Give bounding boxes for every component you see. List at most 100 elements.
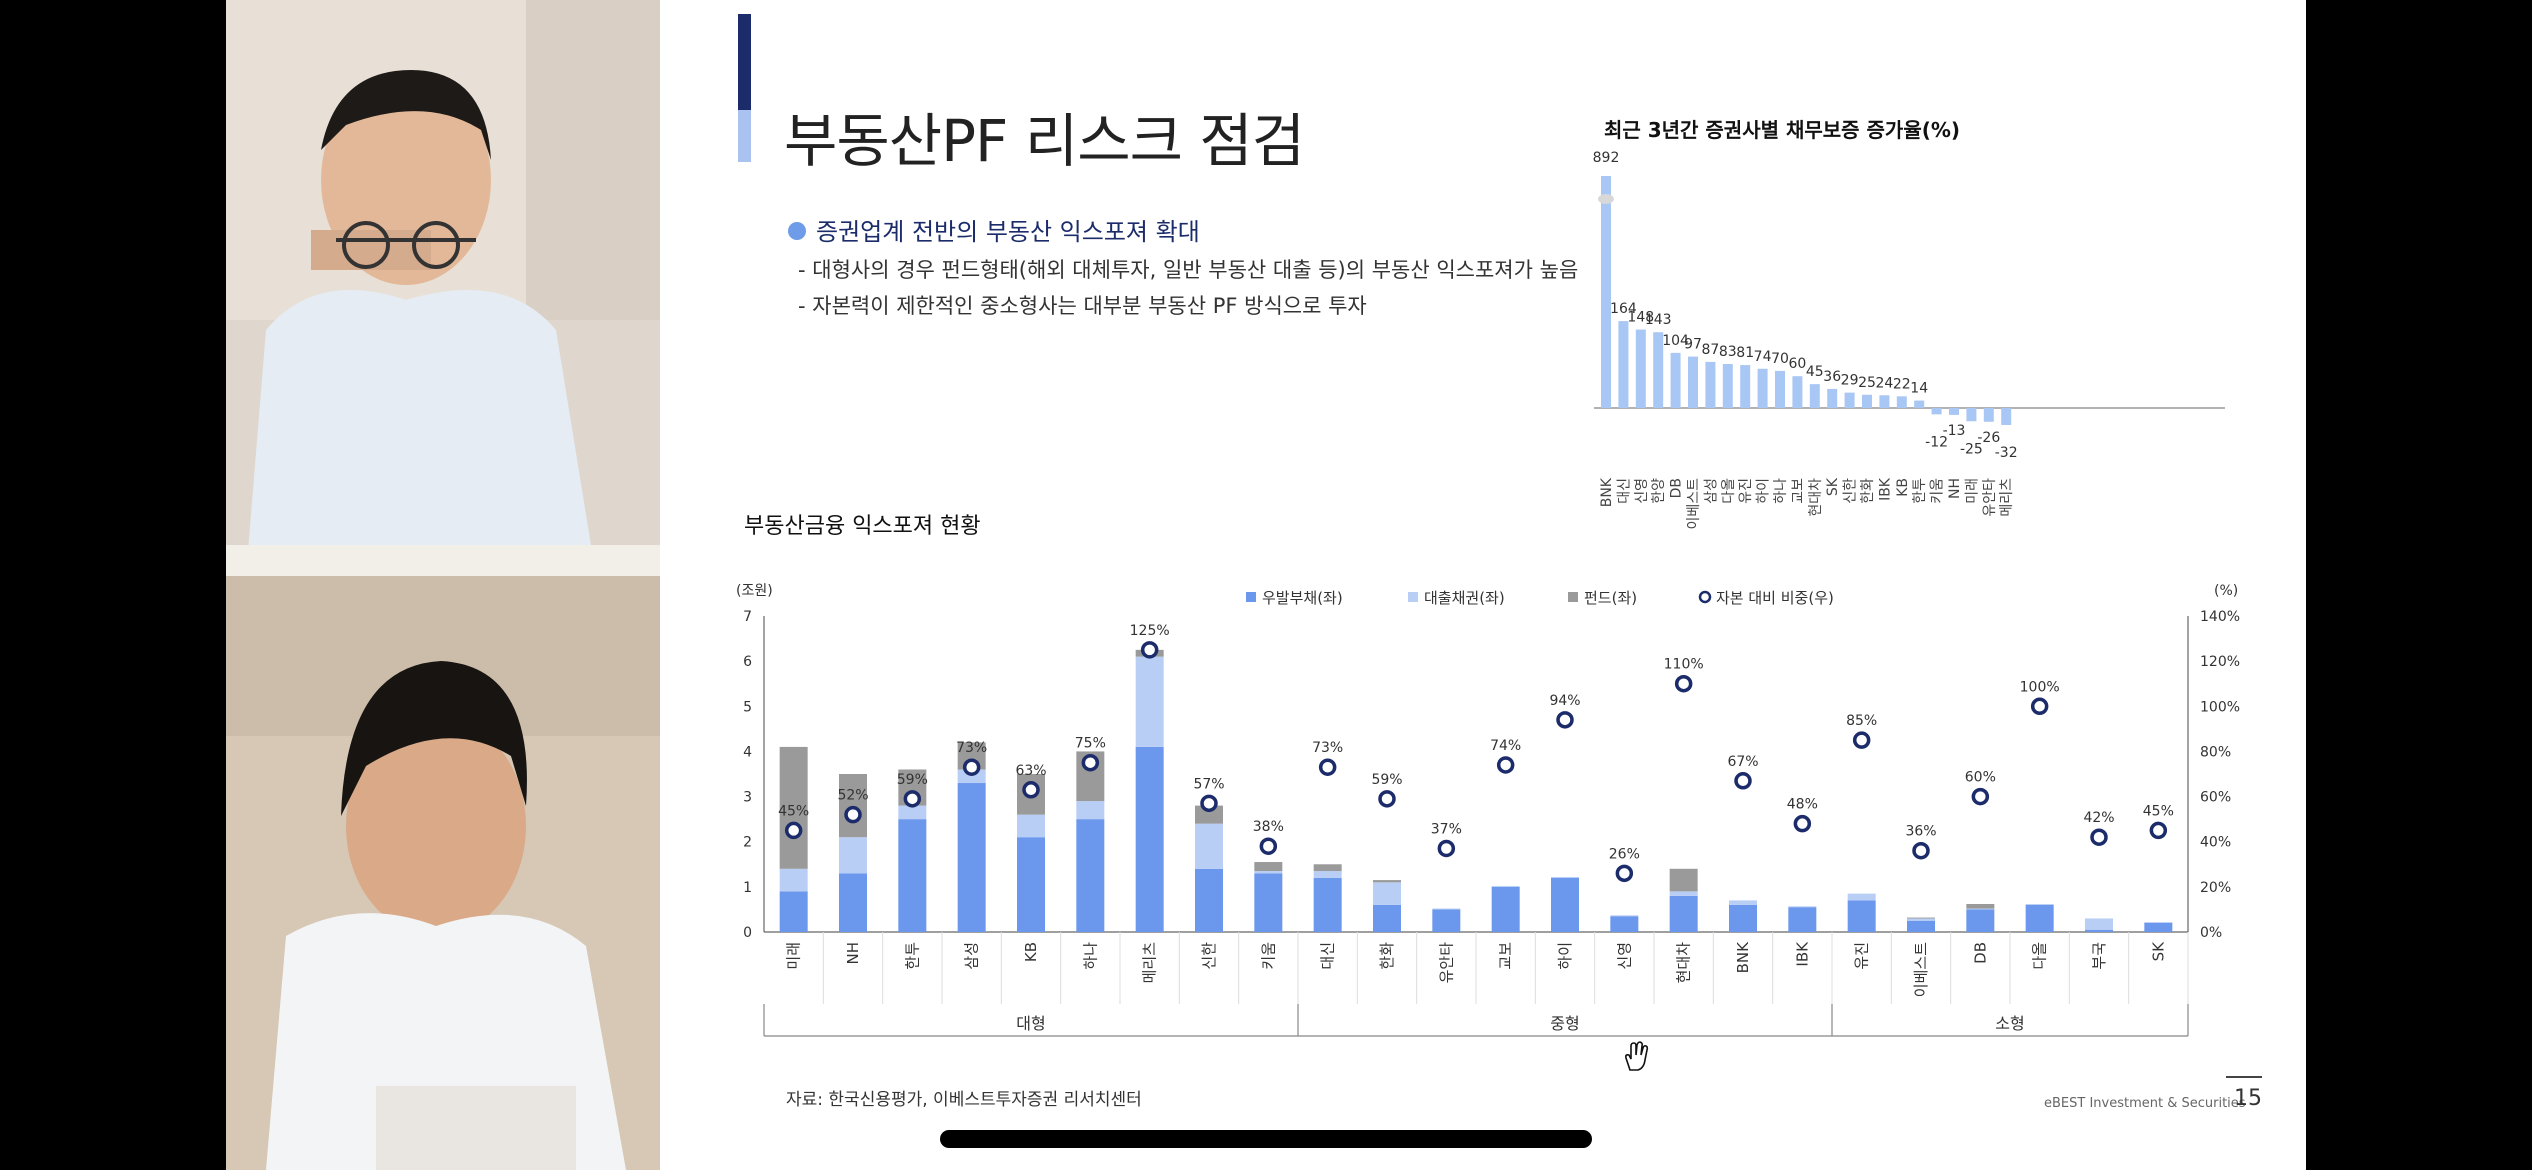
top-chart-category-label: 신한 — [1843, 478, 1859, 504]
home-indicator[interactable] — [940, 1130, 1592, 1148]
ratio-value-label: 94% — [1549, 693, 1580, 709]
stacked-bar-segment — [839, 873, 867, 932]
ratio-marker — [1496, 756, 1515, 774]
category-label: IBK — [1793, 941, 1811, 967]
ratio-value-label: 60% — [1965, 770, 1996, 786]
top-chart-bar — [1670, 352, 1681, 408]
top-chart-value-label: 164 — [1610, 301, 1637, 317]
top-chart-value-label: 97 — [1684, 337, 1702, 353]
stacked-bar-segment — [1195, 823, 1223, 869]
ratio-marker — [1081, 753, 1100, 772]
top-chart-bar — [1635, 329, 1646, 408]
stacked-bar-segment — [1254, 873, 1283, 932]
stacked-bar-segment — [1966, 904, 1995, 909]
presenter-bottom-figure — [226, 576, 660, 1170]
presenter-top-figure — [226, 0, 660, 576]
stacked-bar-segment — [1966, 908, 1995, 910]
ratio-value-label: 45% — [778, 803, 809, 819]
legend-label: 자본 대비 비중(우) — [1716, 589, 1834, 607]
title-accent-bar-light — [738, 110, 751, 162]
ratio-marker — [1556, 711, 1574, 729]
ratio-value-label: 73% — [1312, 740, 1343, 756]
group-label: 중형 — [1550, 1014, 1579, 1033]
top-chart-title: 최근 3년간 증권사별 채무보증 증가율(%) — [1604, 118, 1960, 142]
ratio-marker — [1615, 864, 1634, 883]
ratio-value-label: 36% — [1905, 824, 1936, 840]
category-label: 부국 — [2090, 942, 2108, 970]
stacked-bar-segment — [839, 774, 867, 838]
stacked-bar-segment — [1847, 900, 1876, 932]
axis-break-marker — [1598, 194, 1614, 204]
ratio-value-label: 48% — [1787, 797, 1818, 813]
stacked-bar-segment — [1017, 837, 1045, 932]
top-chart-category-label: 한화 — [1860, 478, 1876, 504]
category-label: 미래 — [785, 942, 803, 970]
stacked-bar-segment — [2144, 922, 2173, 932]
ratio-marker — [2090, 828, 2108, 846]
ratio-value-label: 63% — [1015, 763, 1046, 779]
ratio-value-label: 57% — [1193, 776, 1224, 792]
stacked-bar-segment — [1491, 886, 1520, 932]
top-chart-category-label: 삼성 — [1703, 478, 1719, 504]
ratio-marker — [1912, 841, 1930, 860]
stacked-bar-segment — [1432, 909, 1461, 932]
group-label: 대형 — [1016, 1014, 1045, 1033]
left-tick-label: 4 — [743, 744, 752, 760]
group-label: 소형 — [1995, 1014, 2024, 1033]
stacked-bar-segment — [1076, 801, 1105, 820]
stacked-bar-segment — [2025, 904, 2054, 905]
top-chart-value-label: 60 — [1788, 356, 1806, 372]
ratio-marker — [1971, 787, 1990, 806]
ratio-marker — [844, 805, 862, 824]
ratio-value-label: 26% — [1609, 846, 1640, 862]
top-chart-value-label: 14 — [1910, 381, 1928, 397]
top-chart-category-label: KB — [1895, 478, 1911, 497]
top-chart-bar — [1601, 176, 1611, 408]
top-chart-category-label: 유진 — [1738, 478, 1754, 504]
top-chart-bar — [1844, 392, 1855, 408]
top-chart-value-label: 74 — [1754, 349, 1772, 365]
stacked-bar-segment — [1907, 917, 1935, 919]
category-label: 한화 — [1378, 942, 1396, 970]
stacked-bar-segment — [1788, 906, 1817, 908]
ratio-marker — [1378, 790, 1396, 808]
legend-label: 대출채권(좌) — [1424, 589, 1505, 607]
stacked-bar-segment — [898, 805, 927, 820]
webcam-top-presenter — [226, 0, 660, 576]
category-label: 신한 — [1200, 942, 1218, 970]
stacked-bar-segment — [1432, 908, 1461, 910]
top-chart-bar — [1879, 395, 1890, 408]
ratio-value-label: 75% — [1075, 736, 1106, 752]
top-chart-bar — [1896, 396, 1907, 408]
right-tick-label: 0% — [2200, 925, 2222, 941]
category-label: 대신 — [1319, 942, 1337, 970]
top-chart-bar — [1949, 408, 1959, 415]
category-label: 한투 — [903, 942, 921, 970]
bullet-sub-2: - 자본력이 제한적인 중소형사는 대부분 부동산 PF 방식으로 투자 — [798, 294, 1367, 318]
category-label: 하나 — [1081, 942, 1099, 970]
top-chart-bar — [2001, 408, 2012, 425]
stacked-bar-segment — [1313, 871, 1342, 878]
right-tick-label: 100% — [2200, 699, 2240, 715]
top-chart-category-label: 신영 — [1634, 478, 1650, 504]
stacked-bar-segment — [779, 891, 808, 932]
top-chart-category-label: NH — [1947, 478, 1963, 499]
stacked-bar-segment — [779, 746, 808, 869]
title-accent-bar — [738, 14, 751, 110]
category-label: SK — [2149, 941, 2167, 962]
ratio-marker — [903, 790, 922, 808]
stacked-bar-segment — [1254, 862, 1283, 872]
ratio-value-label: 110% — [1664, 657, 1704, 673]
stacked-bar-segment — [1135, 746, 1164, 932]
stacked-bar-segment — [2025, 904, 2054, 932]
ratio-value-label: 73% — [956, 740, 987, 756]
category-label: BNK — [1734, 941, 1752, 974]
top-chart-category-label: 한양 — [1651, 478, 1667, 504]
right-tick-label: 40% — [2200, 835, 2231, 851]
ratio-value-label: 100% — [2020, 679, 2060, 695]
top-chart-bar — [1618, 321, 1629, 408]
stacked-bar-segment — [2085, 918, 2113, 930]
top-chart-value-label: 83 — [1719, 344, 1737, 360]
stacked-bar-segment — [1966, 909, 1995, 932]
top-chart-bar — [1983, 408, 1994, 422]
